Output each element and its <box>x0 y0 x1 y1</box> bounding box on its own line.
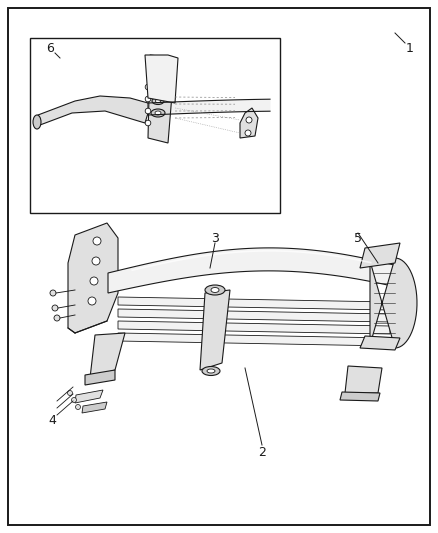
Circle shape <box>54 315 60 321</box>
Circle shape <box>145 108 151 114</box>
Polygon shape <box>108 248 395 293</box>
Polygon shape <box>340 392 380 401</box>
Polygon shape <box>360 243 400 268</box>
Text: 3: 3 <box>211 231 219 245</box>
Ellipse shape <box>33 115 41 129</box>
Text: 4: 4 <box>48 414 56 426</box>
Circle shape <box>145 120 151 126</box>
Circle shape <box>246 117 252 123</box>
Circle shape <box>52 305 58 311</box>
Circle shape <box>93 237 101 245</box>
Bar <box>30 38 280 213</box>
Polygon shape <box>345 366 382 393</box>
Polygon shape <box>35 96 148 128</box>
Polygon shape <box>90 333 125 378</box>
Circle shape <box>245 130 251 136</box>
Polygon shape <box>118 309 390 322</box>
Ellipse shape <box>155 99 160 103</box>
Circle shape <box>92 257 100 265</box>
Circle shape <box>67 391 73 395</box>
Ellipse shape <box>207 369 215 373</box>
Circle shape <box>50 290 56 296</box>
Ellipse shape <box>151 109 165 117</box>
Polygon shape <box>200 290 230 370</box>
Circle shape <box>145 84 151 90</box>
Polygon shape <box>145 55 178 103</box>
Circle shape <box>145 96 151 102</box>
Polygon shape <box>360 336 400 350</box>
Ellipse shape <box>155 111 161 115</box>
Text: 5: 5 <box>354 231 362 245</box>
Ellipse shape <box>211 287 219 293</box>
Polygon shape <box>118 321 390 334</box>
Polygon shape <box>148 55 175 143</box>
Circle shape <box>90 277 98 285</box>
Polygon shape <box>68 223 118 333</box>
Polygon shape <box>118 297 390 310</box>
Circle shape <box>88 297 96 305</box>
Text: 6: 6 <box>46 42 54 54</box>
Polygon shape <box>75 390 103 403</box>
Circle shape <box>75 405 81 409</box>
Polygon shape <box>85 370 115 385</box>
Circle shape <box>71 398 77 402</box>
Text: 2: 2 <box>258 447 266 459</box>
Ellipse shape <box>205 285 225 295</box>
Text: 1: 1 <box>406 42 414 54</box>
Polygon shape <box>82 402 107 413</box>
Ellipse shape <box>202 367 220 376</box>
Polygon shape <box>370 258 417 348</box>
Ellipse shape <box>152 98 164 104</box>
Polygon shape <box>118 333 390 346</box>
Polygon shape <box>240 108 258 138</box>
